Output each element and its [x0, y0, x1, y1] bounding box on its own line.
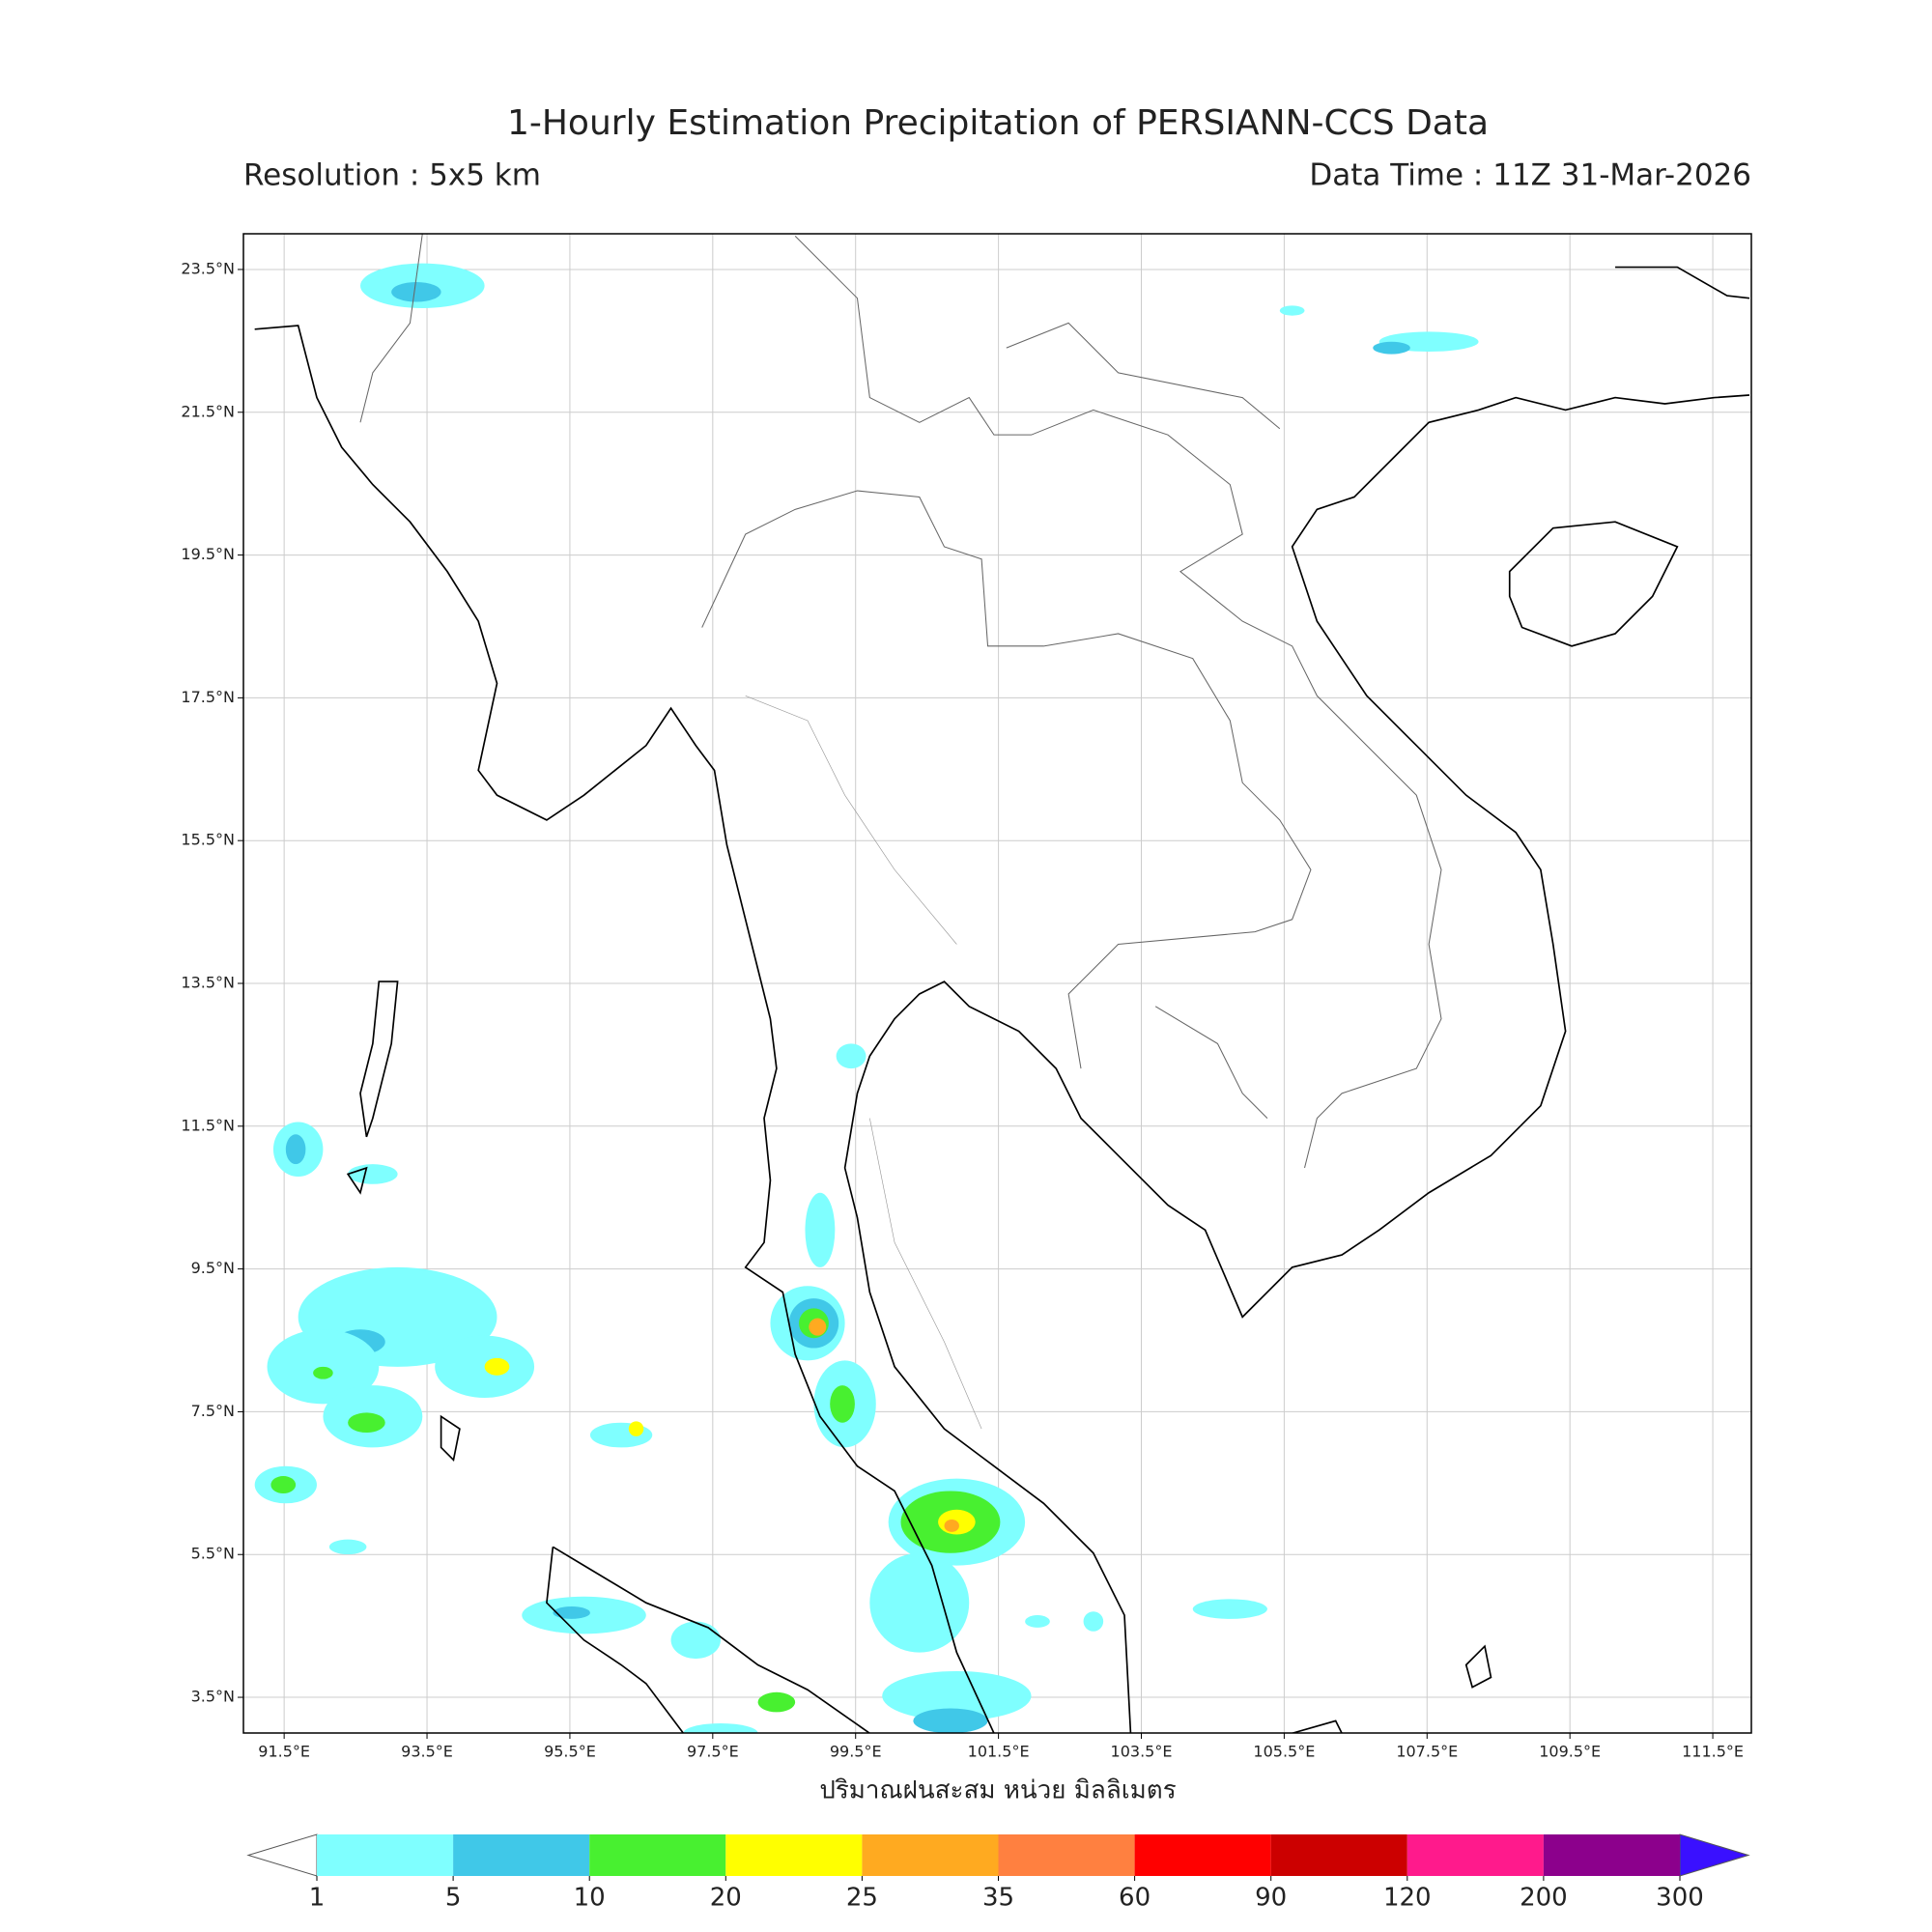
- rain-area: [267, 1329, 380, 1405]
- colorbar-tick-label: 90: [1255, 1884, 1287, 1913]
- colorbar-tick-label: 120: [1383, 1884, 1432, 1913]
- colorbar-tick-label: 25: [846, 1884, 878, 1913]
- x-tick-label: 91.5°E: [258, 1743, 310, 1761]
- x-tick-label: 103.5°E: [1111, 1743, 1173, 1761]
- colorbar-bin: [1543, 1834, 1680, 1876]
- rain-area: [1083, 1611, 1104, 1632]
- colorbar: 1 5 10 20 25 35 60 90 120 200 300: [246, 1833, 1750, 1913]
- colorbar-tick-label: 1: [309, 1884, 326, 1913]
- rain-area: [348, 1412, 385, 1433]
- grid: [243, 234, 1751, 1733]
- y-tick-label: 23.5°N: [181, 259, 235, 277]
- rain-area: [553, 1606, 590, 1619]
- x-tick-label: 105.5°E: [1253, 1743, 1315, 1761]
- colorbar-bin: [998, 1834, 1135, 1876]
- colorbar-tick-label: 20: [710, 1884, 742, 1913]
- colorbar-bin: [1134, 1834, 1271, 1876]
- colorbar-bin: [1270, 1834, 1407, 1876]
- title: 1-Hourly Estimation Precipitation of PER…: [507, 103, 1489, 143]
- rain-area: [830, 1385, 855, 1423]
- rain-area: [882, 1670, 1032, 1721]
- coastlines: [254, 234, 1750, 1733]
- y-tick-label: 21.5°N: [181, 402, 235, 420]
- rain-area: [805, 1192, 836, 1267]
- colorbar-bin: [1406, 1834, 1544, 1876]
- x-tick-label: 109.5°E: [1539, 1743, 1601, 1761]
- y-tick-label: 5.5°N: [191, 1545, 235, 1563]
- colorbar-bin: [589, 1834, 726, 1876]
- colorbar-tick-label: 5: [445, 1884, 462, 1913]
- rain-area: [391, 281, 441, 302]
- colorbar-tick-label: 35: [982, 1884, 1014, 1913]
- y-tick-label: 3.5°N: [191, 1688, 235, 1706]
- subtitle-left: Resolution : 5x5 km: [243, 158, 541, 193]
- colorbar-bin: [453, 1834, 590, 1876]
- y-tick-label: 9.5°N: [191, 1259, 235, 1277]
- x-tick-label: 107.5°E: [1396, 1743, 1458, 1761]
- colorbar-label: ปริมาณฝนสะสม หน่วย มิลลิเมตร: [819, 1776, 1176, 1805]
- rain-area: [313, 1366, 333, 1379]
- y-tick-label: 7.5°N: [191, 1402, 235, 1420]
- rain-area: [348, 1164, 398, 1184]
- x-tick-label: 93.5°E: [401, 1743, 453, 1761]
- subtitle-right: Data Time : 11Z 31-Mar-2026: [1309, 158, 1751, 193]
- colorbar-bin: [317, 1834, 454, 1876]
- x-tick-label: 95.5°E: [544, 1743, 596, 1761]
- y-tick-label: 19.5°N: [181, 545, 235, 563]
- colorbar-tick-label: 300: [1656, 1884, 1704, 1913]
- y-tick-label: 17.5°N: [181, 688, 235, 706]
- rain-area: [484, 1357, 510, 1376]
- rain-area: [1279, 305, 1305, 316]
- rain-area: [1373, 341, 1410, 355]
- x-tick-label: 97.5°E: [687, 1743, 739, 1761]
- rain-area: [285, 1134, 306, 1165]
- y-tick-label: 15.5°N: [181, 831, 235, 849]
- x-tick-label: 111.5°E: [1682, 1743, 1744, 1761]
- rain-area: [836, 1043, 867, 1069]
- colorbar-tick-label: 10: [574, 1884, 606, 1913]
- rain-area: [869, 1552, 970, 1653]
- rain-area: [944, 1520, 959, 1532]
- rain-area: [683, 1722, 758, 1733]
- colorbar-under: [246, 1833, 318, 1877]
- rain-area: [1192, 1599, 1267, 1619]
- rain-area: [757, 1691, 796, 1713]
- rain-area: [670, 1621, 721, 1660]
- y-tick-label: 11.5°N: [181, 1116, 235, 1134]
- y-tick-label: 13.5°N: [181, 974, 235, 992]
- rain-area: [913, 1708, 988, 1733]
- colorbar-tick-label: 200: [1520, 1884, 1568, 1913]
- precipitation: [254, 263, 1479, 1733]
- colorbar-bin: [725, 1834, 863, 1876]
- colorbar-over: [1679, 1833, 1750, 1877]
- rain-area: [628, 1421, 644, 1436]
- rain-area: [809, 1318, 827, 1336]
- x-tick-label: 99.5°E: [830, 1743, 882, 1761]
- rain-area: [270, 1476, 297, 1494]
- colorbar-tick-label: 60: [1119, 1884, 1151, 1913]
- x-tick-label: 101.5°E: [968, 1743, 1030, 1761]
- rain-area: [328, 1539, 367, 1555]
- colorbar-bin: [862, 1834, 999, 1876]
- rain-area: [1025, 1615, 1050, 1628]
